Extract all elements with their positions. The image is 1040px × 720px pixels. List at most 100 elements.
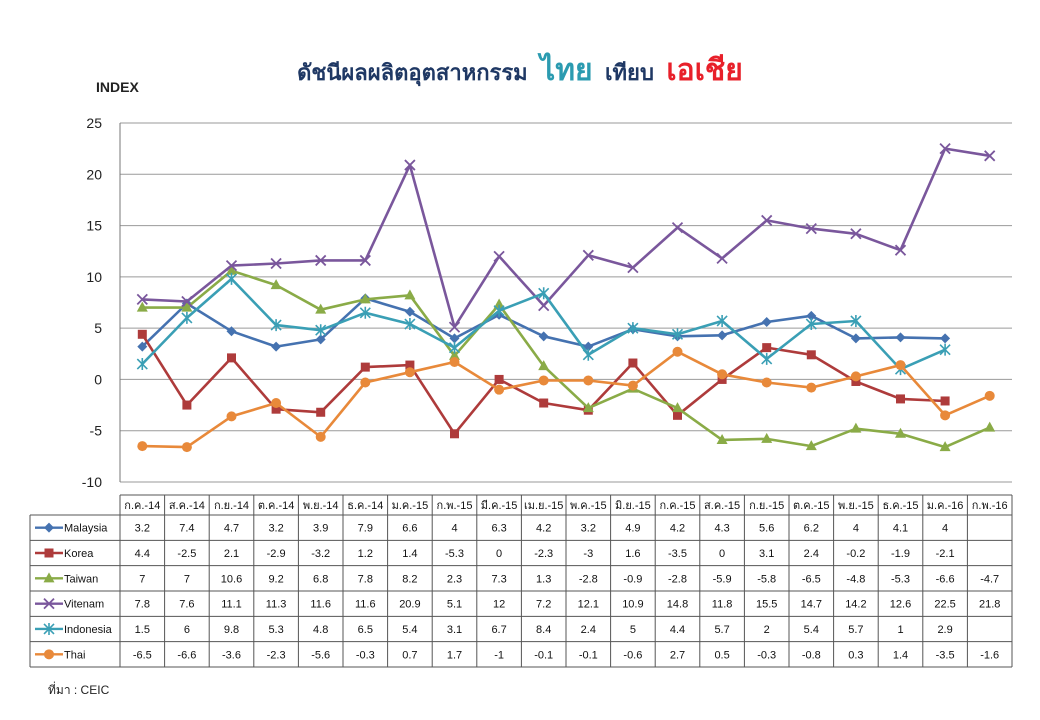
data-label: 1.2: [358, 548, 373, 560]
marker-taiwan: [984, 421, 996, 432]
marker-indonesia: [582, 348, 594, 361]
marker-thai: [538, 375, 549, 386]
data-label: -2.8: [668, 573, 687, 585]
y-tick-label: -10: [82, 474, 102, 490]
data-label: 6: [184, 624, 190, 636]
marker-korea: [227, 353, 236, 363]
data-label: 12.6: [890, 599, 911, 611]
marker-taiwan: [805, 440, 817, 451]
marker-vitenam: [850, 228, 862, 240]
marker-indonesia: [359, 306, 371, 319]
data-label: 4.2: [670, 523, 685, 535]
data-label: 8.2: [402, 573, 417, 585]
x-tick-label: ก.ย.-15: [749, 500, 784, 512]
data-label: 0: [719, 548, 725, 560]
x-tick-label: ม.ค.-15: [392, 500, 429, 512]
marker-taiwan: [895, 427, 906, 438]
data-label: -2.5: [177, 548, 196, 560]
x-tick-label: ม.ค.-16: [927, 500, 964, 512]
marker-korea: [405, 360, 415, 370]
marker-vitenam: [448, 321, 461, 333]
marker-thai: [44, 649, 54, 660]
marker-korea: [450, 429, 459, 439]
data-label: 14.8: [667, 599, 688, 611]
series-line-thai: [142, 350, 991, 449]
data-label: 3.2: [581, 523, 596, 535]
marker-thai: [137, 441, 148, 452]
data-label: 4: [942, 523, 948, 535]
data-label: 5.6: [759, 523, 774, 535]
data-label: -3.5: [668, 548, 687, 560]
y-tick-label: 15: [86, 218, 102, 234]
data-label: 9.8: [224, 624, 239, 636]
marker-malaysia: [44, 522, 54, 533]
data-label: 14.7: [801, 599, 822, 611]
data-label: 4: [451, 523, 457, 535]
marker-indonesia: [850, 314, 862, 327]
data-label: 2.9: [937, 624, 952, 636]
data-label: 11.3: [266, 599, 287, 611]
series-taiwan: [136, 264, 996, 452]
data-label: 0.5: [714, 649, 729, 661]
marker-malaysia: [404, 306, 415, 317]
legend-label: Indonesia: [64, 624, 113, 636]
legend-label: Malaysia: [64, 523, 108, 535]
marker-korea: [360, 362, 370, 372]
data-label: 14.2: [845, 599, 866, 611]
data-label: -2.1: [936, 548, 955, 560]
data-label: 1.5: [135, 624, 150, 636]
data-label: 7.6: [179, 599, 194, 611]
title-part-asia: เอเชีย: [666, 54, 742, 87]
data-label: 4.8: [313, 624, 328, 636]
marker-taiwan: [493, 298, 505, 309]
legend-key-vitenam: [35, 598, 63, 610]
marker-indonesia: [270, 319, 282, 332]
data-label: 22.5: [934, 599, 955, 611]
data-label: 3.2: [135, 523, 150, 535]
marker-taiwan: [761, 432, 773, 443]
marker-thai: [404, 367, 415, 378]
marker-malaysia: [940, 333, 951, 344]
legend-label: Thai: [64, 649, 85, 661]
title-part-index: ดัชนีผลผลิตอุตสาหกรรม: [297, 60, 528, 87]
legend-key-malaysia: [35, 522, 63, 533]
data-label: 2.4: [804, 548, 819, 560]
data-label: 2.7: [670, 649, 685, 661]
data-label: -0.3: [757, 649, 776, 661]
marker-malaysia: [315, 334, 326, 345]
data-label: 5.1: [447, 599, 462, 611]
marker-taiwan: [136, 301, 148, 312]
marker-indonesia: [404, 318, 416, 331]
data-label: -4.8: [846, 573, 865, 585]
marker-indonesia: [538, 287, 550, 300]
data-label: -6.6: [177, 649, 196, 661]
data-label: -3.2: [311, 548, 330, 560]
marker-thai: [583, 375, 594, 386]
y-tick-label: 0: [94, 371, 102, 387]
marker-korea: [137, 329, 147, 339]
data-label: 7.4: [179, 523, 194, 535]
y-tick-label: 25: [86, 115, 102, 131]
data-label: -6.5: [802, 573, 821, 585]
marker-korea: [271, 404, 281, 414]
data-label: -5.8: [757, 573, 776, 585]
data-label: 5.3: [268, 624, 283, 636]
data-label: 3.2: [268, 523, 283, 535]
data-label: -0.2: [846, 548, 865, 560]
data-label: 1.6: [625, 548, 640, 560]
marker-malaysia: [850, 333, 861, 344]
marker-vitenam: [315, 254, 327, 267]
x-tick-label: ก.พ.-16: [972, 500, 1008, 512]
data-label: 11.8: [712, 599, 733, 611]
marker-indonesia: [671, 328, 684, 341]
marker-thai: [360, 377, 371, 388]
marker-thai: [717, 369, 728, 380]
data-label: 4.4: [670, 624, 685, 636]
data-label: 12.1: [578, 599, 599, 611]
marker-vitenam: [716, 252, 728, 265]
x-tick-label: พ.ย.-14: [303, 500, 339, 512]
marker-thai: [672, 346, 683, 357]
data-label: 7: [184, 573, 190, 585]
data-label: 5.7: [714, 624, 729, 636]
legend-key-indonesia: [35, 622, 63, 635]
